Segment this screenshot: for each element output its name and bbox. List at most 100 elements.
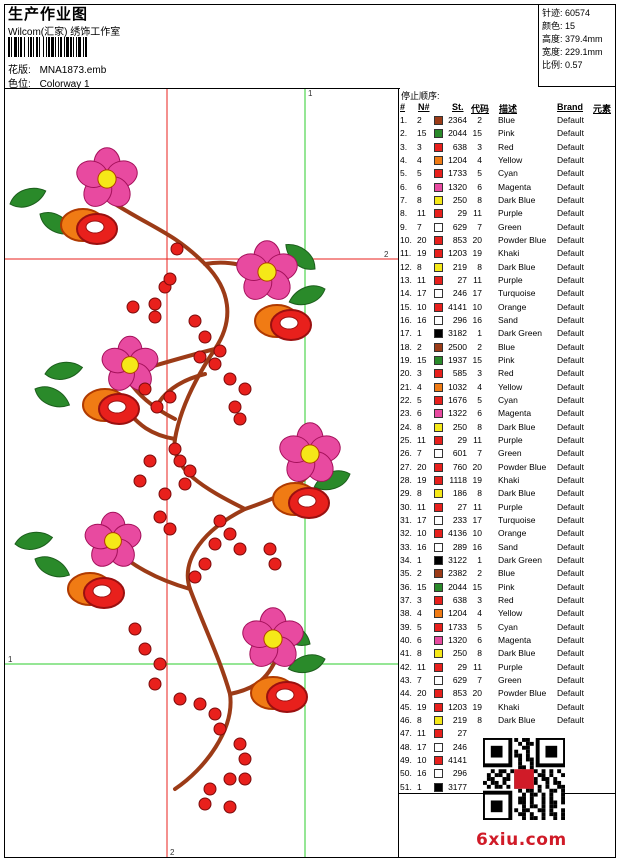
row-brand: Default — [557, 181, 584, 192]
col-header-needle: N# — [418, 102, 430, 112]
color-swatch — [434, 649, 443, 659]
row-stitches: 1118 — [449, 474, 467, 485]
row-stitches: 1032 — [448, 381, 467, 392]
berry — [198, 797, 212, 811]
row-stitches: 3122 — [448, 554, 467, 565]
row-stitches: 250 — [452, 648, 467, 659]
fruit-highlight — [279, 316, 299, 330]
row-needle: 10 — [417, 301, 427, 312]
row-code: 16 — [472, 314, 482, 325]
row-description: Dark Blue — [498, 194, 536, 205]
color-swatch — [434, 369, 443, 379]
watermark: 6xiu.com — [476, 830, 567, 850]
row-stitches: 289 — [452, 541, 467, 552]
row-stitches: 2364 — [448, 115, 467, 125]
color-swatch — [434, 422, 443, 432]
row-index: 15. — [400, 301, 412, 312]
color-swatch — [434, 289, 443, 299]
table-row: 9. 7 629 7 Green Default — [398, 221, 618, 234]
row-code: 4 — [477, 381, 482, 392]
row-stitches: 1320 — [448, 181, 467, 192]
row-index: 31. — [400, 514, 412, 525]
row-code: 11 — [473, 208, 482, 219]
row-index: 2. — [400, 128, 408, 139]
row-index: 22. — [400, 394, 412, 405]
row-stitches: 246 — [452, 288, 467, 299]
table-row: 16. 16 296 16 Sand Default — [398, 314, 618, 327]
row-index: 36. — [400, 581, 412, 592]
row-brand: Default — [557, 128, 584, 139]
berry — [188, 314, 202, 328]
row-code: 7 — [477, 221, 482, 232]
row-brand: Default — [557, 394, 584, 405]
color-swatch — [434, 275, 443, 285]
barcode-bar — [48, 37, 50, 57]
row-description: Khaki — [498, 248, 520, 259]
row-code: 2 — [477, 115, 482, 125]
berry — [148, 297, 162, 311]
flower-center — [300, 444, 320, 464]
row-brand: Default — [557, 621, 584, 632]
berry — [138, 642, 152, 656]
row-code: 1 — [477, 328, 482, 339]
berry — [208, 357, 222, 371]
table-row: 2. 15 2044 15 Pink Default — [398, 127, 618, 140]
row-index: 39. — [400, 621, 412, 632]
table-row: 31. 17 233 17 Turquoise Default — [398, 514, 618, 527]
row-needle: 8 — [417, 648, 422, 659]
row-code: 19 — [472, 248, 482, 259]
row-code: 1 — [477, 554, 482, 565]
row-index: 9. — [400, 221, 408, 232]
color-swatch — [434, 742, 443, 752]
row-description: Red — [498, 368, 514, 379]
row-stitches: 853 — [452, 688, 467, 699]
row-description: Purple — [498, 208, 523, 219]
berry — [198, 557, 212, 571]
row-index: 34. — [400, 554, 412, 565]
row-brand: Default — [557, 608, 584, 619]
row-brand: Default — [557, 274, 584, 285]
berry — [208, 707, 222, 721]
berry — [128, 622, 142, 636]
row-index: 37. — [400, 594, 412, 605]
row-index: 33. — [400, 541, 412, 552]
guide-label-h2: 2 — [384, 250, 389, 259]
row-index: 8. — [400, 208, 408, 219]
row-brand: Default — [557, 661, 584, 672]
color-swatch — [434, 435, 443, 445]
row-code: 3 — [477, 141, 482, 152]
design-label: 花版: — [8, 65, 31, 76]
table-row: 32. 10 4136 10 Orange Default — [398, 527, 618, 540]
row-brand: Default — [557, 288, 584, 299]
table-row: 30. 11 27 11 Purple Default — [398, 501, 618, 514]
guide-label-h1: 1 — [8, 655, 13, 664]
row-brand: Default — [557, 221, 584, 232]
row-stitches: 760 — [452, 461, 467, 472]
row-needle: 1 — [417, 781, 422, 792]
barcode-bar — [70, 37, 72, 57]
berry — [148, 310, 162, 324]
color-swatch — [434, 715, 443, 725]
color-swatch — [434, 116, 443, 125]
row-brand: Default — [557, 474, 584, 485]
color-swatch — [434, 542, 443, 552]
row-index: 32. — [400, 528, 412, 539]
table-row: 39. 5 1733 5 Cyan Default — [398, 621, 618, 634]
color-swatch — [434, 595, 443, 605]
barcode-bar — [36, 37, 38, 57]
color-swatch — [434, 302, 443, 312]
row-needle: 1 — [417, 328, 422, 339]
table-row: 10. 20 853 20 Powder Blue Default — [398, 234, 618, 247]
berry — [153, 510, 167, 524]
row-index: 41. — [400, 648, 412, 659]
color-swatch — [434, 489, 443, 499]
row-needle: 20 — [417, 234, 427, 245]
row-stitches: 1322 — [448, 408, 467, 419]
row-description: Yellow — [498, 608, 523, 619]
berry — [213, 344, 227, 358]
berry — [238, 382, 252, 396]
row-index: 10. — [400, 234, 412, 245]
row-description: Sand — [498, 314, 518, 325]
table-row: 20. 3 585 3 Red Default — [398, 367, 618, 380]
qr-code — [481, 736, 567, 822]
